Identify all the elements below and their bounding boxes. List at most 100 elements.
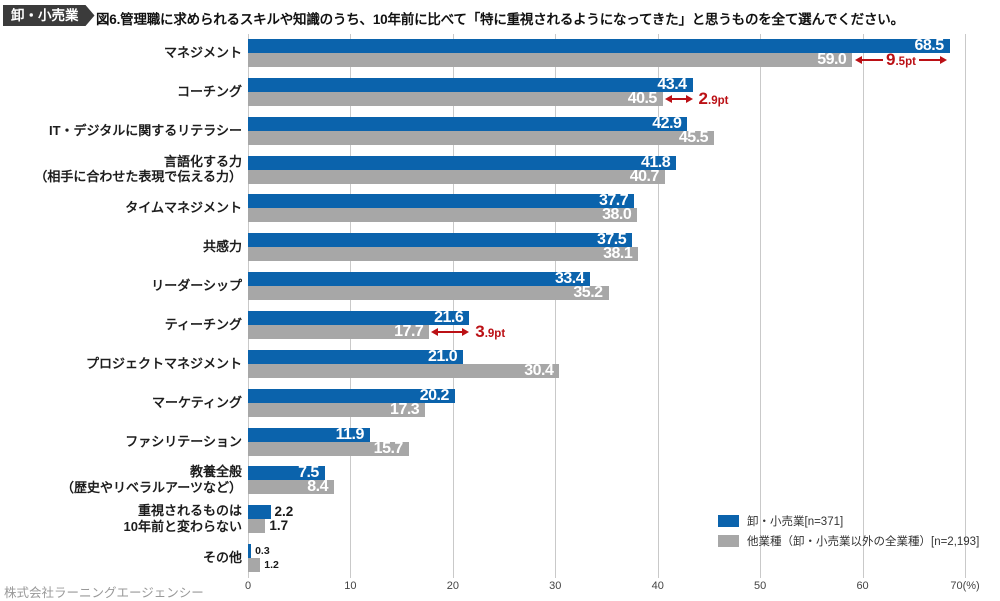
bar-primary [248,388,455,403]
bar-secondary [248,169,665,184]
category-label: リーダーシップ [151,278,242,294]
bar-secondary [248,53,853,67]
legend-label: 卸・小売業[n=371] [747,515,844,528]
gridline [350,34,352,578]
legend-item: 卸・小売業[n=371] [718,513,979,528]
category-label: マネジメント [163,45,242,61]
x-tick-label: 60 [856,580,869,592]
bar-primary [248,544,252,559]
diff-value: 9.5pt [886,50,916,69]
bar-value-secondary: 1.2 [264,559,279,572]
bar-value-primary: 68.5 [914,37,944,54]
arrow-left-icon [664,94,672,103]
arrow-right-icon [939,56,947,64]
bar-value-secondary: 38.1 [603,245,633,263]
bar-value-secondary: 35.2 [573,284,603,302]
bar-value-secondary: 38.0 [602,206,632,224]
gridline [452,34,454,578]
bar-primary [248,272,591,287]
bar-value-secondary: 45.5 [678,128,709,146]
bar-secondary [248,402,426,417]
bar-value-primary: 37.7 [599,192,629,210]
bar-primary [248,311,470,325]
diff-value: 2.9pt [698,88,729,108]
bar-value-secondary: 59.0 [817,51,847,68]
x-tick-label: 0 [244,580,252,592]
diff-value: 3.9pt [475,322,506,341]
bar-primary [248,39,950,53]
category-label: 重視されるものは 10年前と変わらない [123,503,242,535]
figure-title: 図6.管理職に求められるスキルや知識のうち、10年前に比べて「特に重視されるよう… [96,12,904,27]
bar-primary [248,505,271,520]
bar-value-secondary: 8.4 [307,478,329,496]
bar-value-primary: 20.2 [419,386,450,404]
category-label: 言語化する力 （相手に合わせた表現で伝える力） [34,153,242,185]
category-label: ティーチング [164,317,242,333]
bar-secondary [248,558,261,573]
category-label: ファシリテーション [125,433,242,449]
diff-annotation: 3.9pt [431,323,505,341]
bar-value-secondary: 30.4 [524,361,554,379]
bar-value-primary: 2.2 [274,504,294,520]
category-label: コーチング [176,83,242,99]
bar-value-secondary: 40.5 [627,89,658,107]
arrow-left-icon [855,56,863,64]
legend-label: 他業種（卸・小売業以外の全業種）[n=2,193] [747,535,980,548]
gridline [760,34,762,578]
bar-primary [248,427,370,442]
x-tick-label: 30 [549,580,562,592]
gridline [862,34,864,578]
industry-badge: 卸・小売業 [3,5,95,26]
bar-value-secondary: 17.3 [390,400,420,418]
arrow-shaft [438,331,463,333]
legend-swatch [718,534,739,547]
arrow-shaft [862,59,884,61]
bar-value-primary: 11.9 [335,425,365,443]
category-label: IT・デジタルに関するリテラシー [48,122,242,138]
bar-value-primary: 0.3 [255,545,270,558]
category-label: マーケティング [152,394,242,410]
bar-value-primary: 43.4 [657,75,687,93]
category-label: プロジェクトマネジメント [85,355,242,371]
legend: 卸・小売業[n=371] 他業種（卸・小売業以外の全業種）[n=2,193] [718,513,979,553]
arrow-left-icon [431,328,439,336]
bar-value-primary: 37.5 [596,231,627,249]
bar-primary [248,349,464,364]
diff-annotation: 9.5pt [855,50,947,69]
bar-secondary [248,130,715,145]
bar-secondary [248,208,638,223]
bar-value-secondary: 40.7 [629,167,660,185]
bar-value-primary: 21.0 [427,347,458,365]
gridline [555,34,557,578]
category-label: 共感力 [202,239,242,255]
bar-secondary [248,247,639,262]
arrow-right-icon [685,94,693,103]
bar-secondary [248,91,663,106]
legend-item: 他業種（卸・小売業以外の全業種）[n=2,193] [718,533,979,548]
legend-swatch [718,514,739,527]
company-credit: 株式会社ラーニングエージェンシー [4,586,204,600]
bar-secondary [248,480,335,495]
diff-annotation: 2.9pt [664,88,729,108]
category-label: タイムマネジメント [125,200,242,216]
category-label: 教養全般 （歴史やリベラルアーツなど） [61,464,242,496]
x-tick-label: 20 [446,580,459,592]
bar-value-primary: 33.4 [554,270,585,288]
bar-secondary [248,325,430,339]
bar-value-primary: 7.5 [298,464,319,482]
bar-primary [248,466,325,481]
x-tick-label: 10 [344,580,357,592]
x-tick-label: 40 [651,580,664,592]
bar-primary [248,155,677,170]
bar-value-secondary: 17.7 [394,323,424,340]
bar-value-primary: 41.8 [641,153,671,171]
bar-primary [248,194,635,209]
bar-value-primary: 42.9 [652,114,682,132]
gridline [965,34,966,578]
bar-value-secondary: 1.7 [269,518,289,534]
bar-secondary [248,286,609,301]
bar-secondary [248,441,409,456]
x-tick-label: 50 [754,580,767,592]
bar-secondary [248,519,266,534]
